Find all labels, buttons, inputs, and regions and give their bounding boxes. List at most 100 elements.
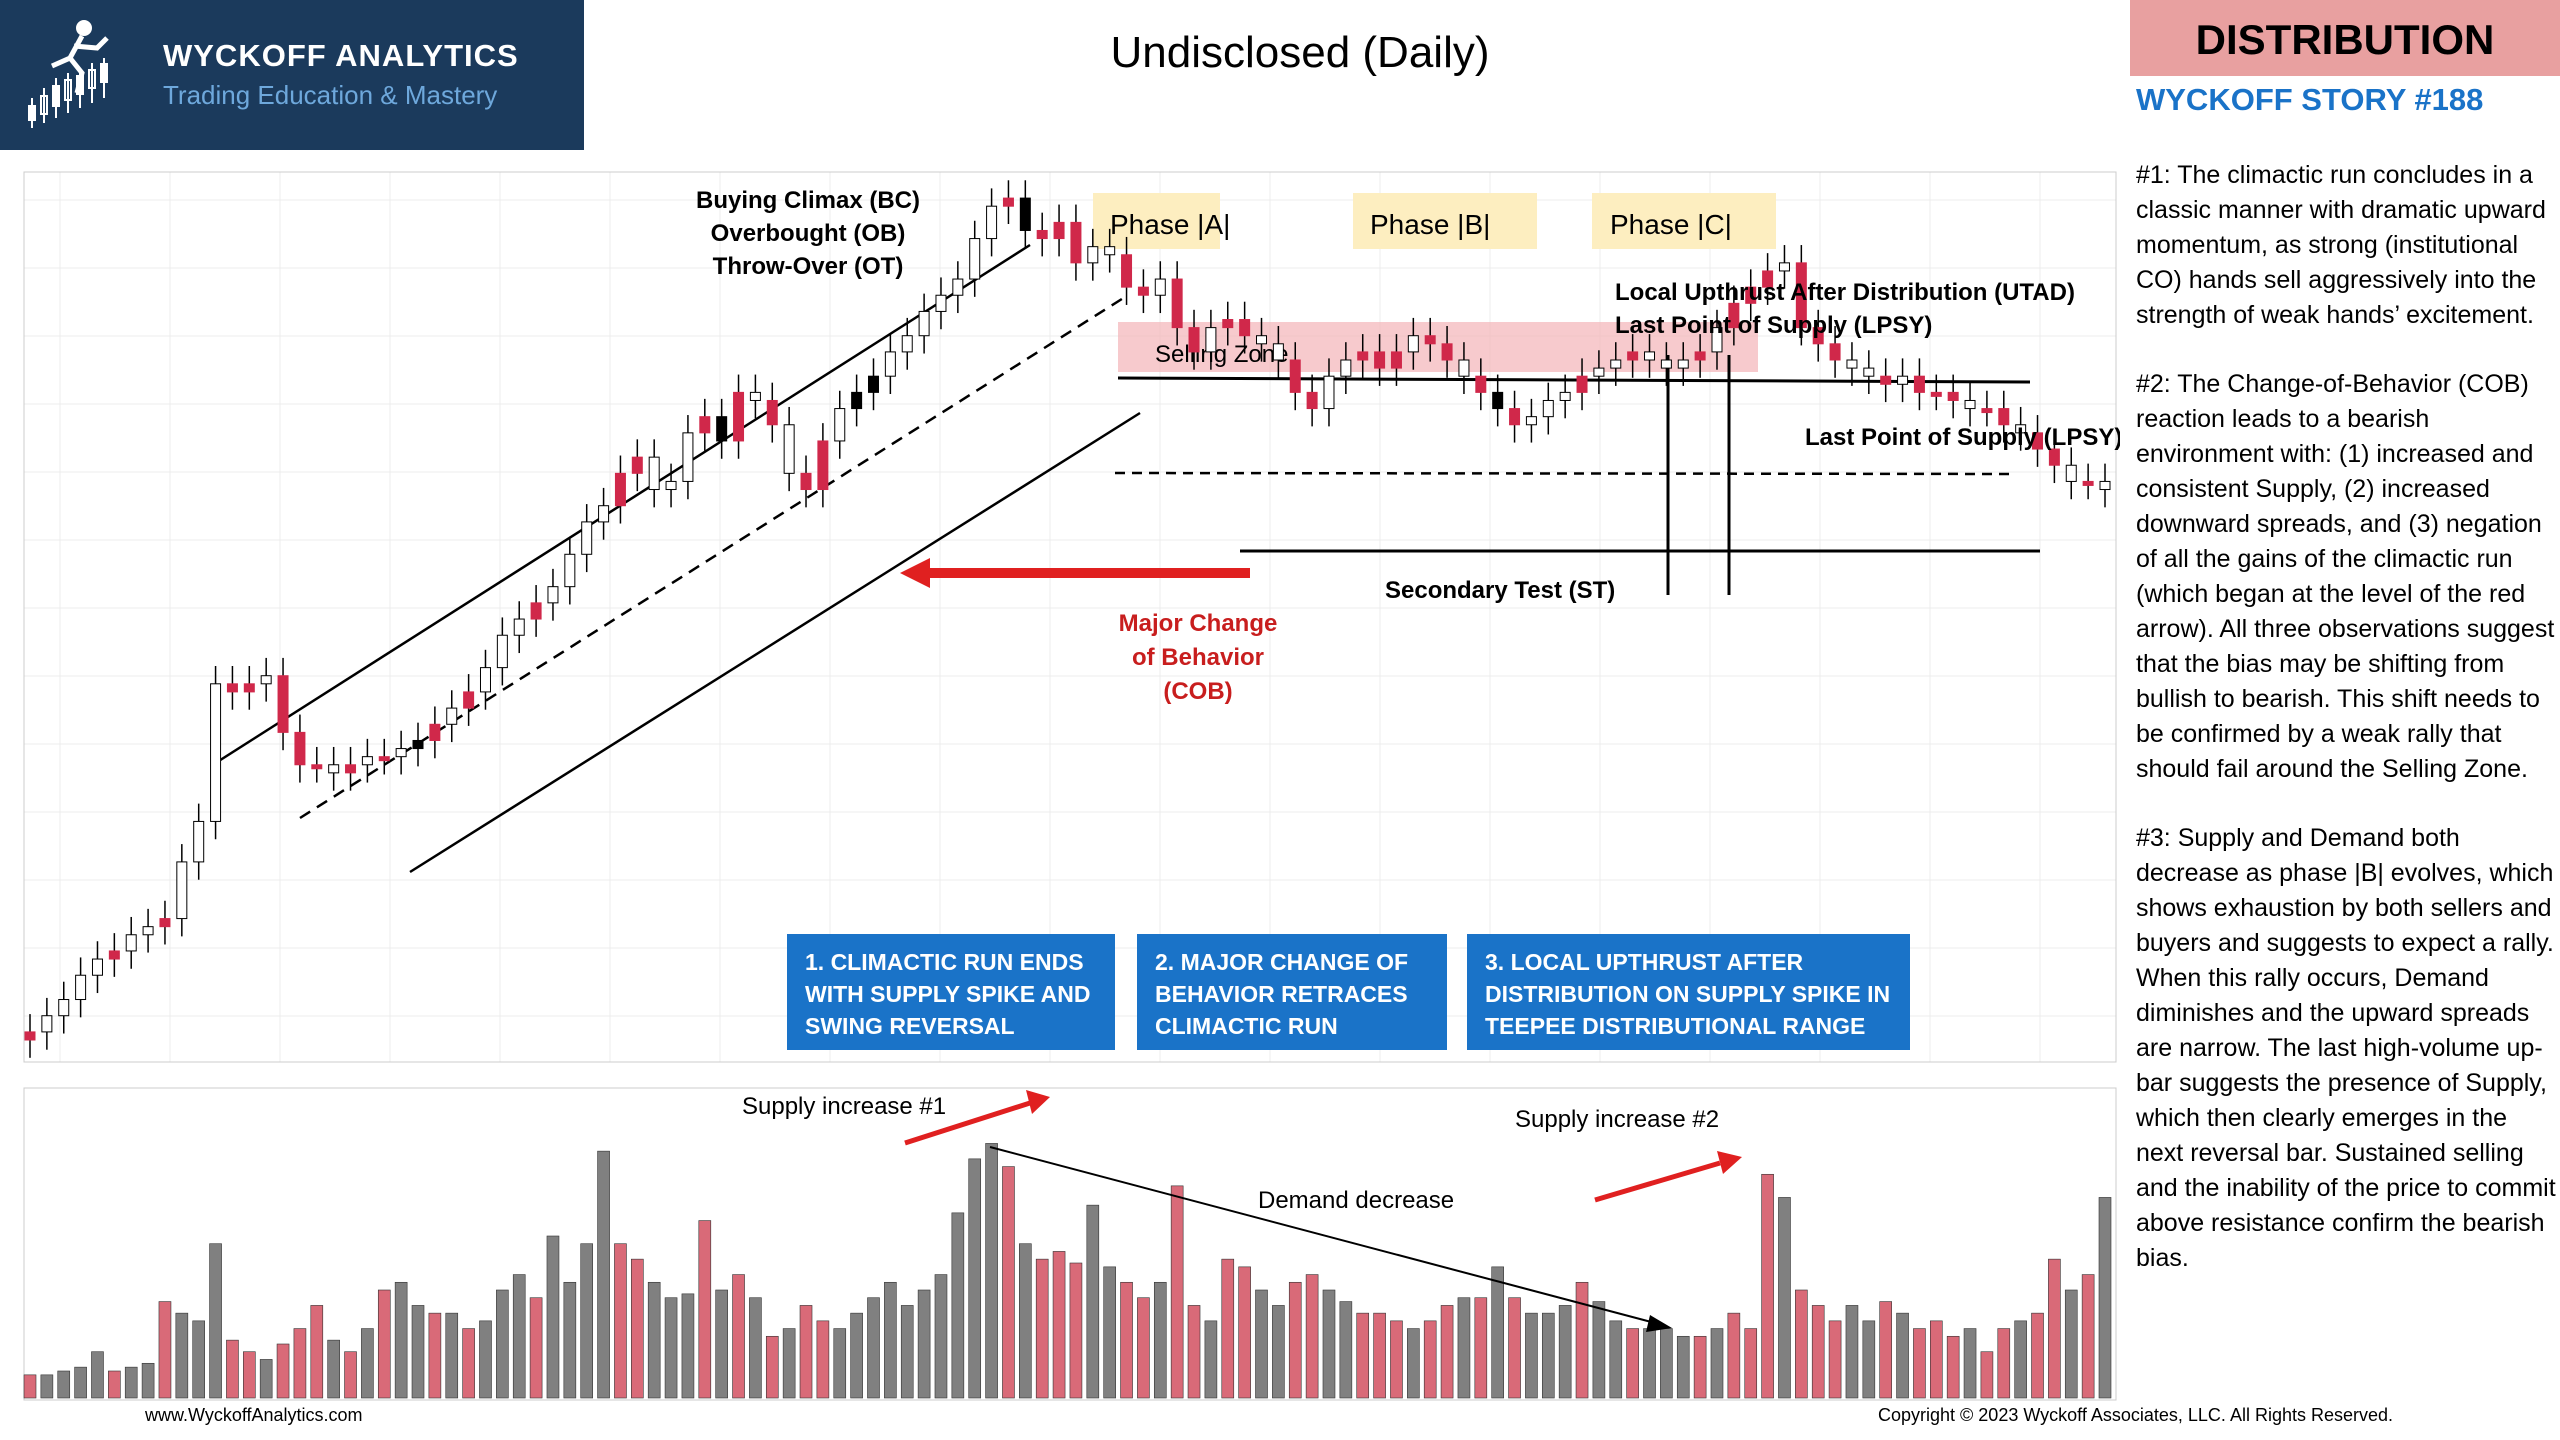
volume-bar bbox=[1761, 1173, 1774, 1399]
callout-1: 1. CLIMACTIC RUN ENDS WITH SUPPLY SPIKE … bbox=[787, 934, 1115, 1050]
commentary-paragraph-1: #1: The climactic run concludes in a cla… bbox=[2136, 161, 2546, 329]
candle-body bbox=[1036, 229, 1048, 240]
volume-bar bbox=[647, 1281, 661, 1399]
ob-label: Overbought (OB) bbox=[711, 220, 906, 247]
volume-bar bbox=[1474, 1297, 1488, 1399]
volume-bar bbox=[1626, 1328, 1639, 1399]
candle-body bbox=[429, 723, 441, 741]
volume-bar bbox=[1187, 1305, 1201, 1399]
volume-bars-group bbox=[23, 1143, 2112, 1399]
candle-body bbox=[1205, 327, 1217, 353]
candle-body bbox=[193, 820, 205, 863]
volume-bar bbox=[1744, 1328, 1758, 1399]
volume-bar bbox=[884, 1281, 897, 1399]
candle-body bbox=[648, 456, 660, 491]
candle-body bbox=[834, 408, 846, 442]
candle-body bbox=[2082, 480, 2094, 486]
candle-body bbox=[1289, 359, 1301, 393]
volume-bar bbox=[1575, 1281, 1589, 1399]
volume-bar bbox=[1356, 1312, 1370, 1399]
candle-body bbox=[125, 934, 137, 952]
candle-body bbox=[1357, 351, 1369, 361]
candle-body bbox=[682, 432, 694, 482]
candle-body bbox=[1846, 359, 1858, 369]
volume-bar bbox=[2014, 1320, 2027, 1399]
candle-body bbox=[1762, 270, 1774, 288]
candle-body bbox=[1677, 359, 1689, 369]
selling-zone-label: Selling Zone bbox=[1155, 341, 1288, 368]
candle-body bbox=[311, 764, 323, 770]
volume-bar bbox=[1407, 1328, 1420, 1399]
volume-bar bbox=[1103, 1266, 1116, 1399]
candle-body bbox=[1340, 359, 1352, 377]
volume-bar bbox=[124, 1366, 138, 1399]
footer-copyright: Copyright © 2023 Wyckoff Associates, LLC… bbox=[1878, 1405, 2394, 1425]
volume-bar bbox=[765, 1335, 779, 1399]
volume-bar bbox=[243, 1351, 256, 1399]
candle-body bbox=[986, 205, 998, 240]
volume-bar bbox=[664, 1297, 678, 1399]
volume-bar bbox=[934, 1274, 948, 1399]
candle-body bbox=[142, 926, 154, 936]
candle-body bbox=[2065, 464, 2077, 482]
volume-bar bbox=[496, 1289, 509, 1399]
volume-bar bbox=[1204, 1320, 1218, 1399]
volume-bar bbox=[698, 1220, 712, 1399]
volume-bar bbox=[141, 1362, 155, 1399]
volume-bar bbox=[361, 1328, 374, 1399]
volume-bar bbox=[1862, 1320, 1876, 1399]
volume-bar bbox=[344, 1351, 357, 1399]
volume-bar bbox=[192, 1320, 205, 1399]
volume-bar bbox=[1305, 1274, 1319, 1399]
candle-body bbox=[294, 731, 306, 766]
volume-bar bbox=[1170, 1185, 1184, 1399]
candle-body bbox=[1576, 375, 1588, 393]
volume-bar bbox=[108, 1370, 121, 1399]
supply-increase-1-label: Supply increase #1 bbox=[742, 1093, 946, 1120]
candle-body bbox=[1222, 319, 1234, 329]
volume-bar bbox=[732, 1274, 745, 1399]
candle-body bbox=[91, 958, 103, 976]
volume-bar bbox=[1811, 1305, 1825, 1399]
supply-increase-1-arrowhead bbox=[1026, 1090, 1050, 1114]
cob-label-line2: of Behavior bbox=[1132, 644, 1264, 671]
utad-label: Local Upthrust After Distribution (UTAD) bbox=[1615, 279, 2075, 306]
selling-zone-band bbox=[1118, 322, 1758, 372]
volume-bar bbox=[2064, 1289, 2078, 1399]
candle-body bbox=[1239, 319, 1251, 337]
candle-body bbox=[1272, 343, 1284, 361]
candle-body bbox=[1171, 278, 1183, 329]
candle-body bbox=[901, 335, 913, 353]
candle-body bbox=[159, 918, 171, 928]
candle-body bbox=[2015, 424, 2027, 434]
utad-lpsy-label: Last Point of Supply (LPSY) bbox=[1615, 312, 1932, 339]
candle-body bbox=[1930, 391, 1942, 397]
volume-bar bbox=[1795, 1289, 1808, 1399]
volume-bar bbox=[40, 1374, 54, 1399]
candle-body bbox=[530, 602, 542, 620]
volume-bar bbox=[614, 1243, 627, 1399]
volume-bar bbox=[1035, 1258, 1049, 1399]
volume-bar bbox=[1052, 1251, 1066, 1399]
candle-body bbox=[1947, 391, 1959, 401]
candle-body bbox=[1441, 343, 1453, 361]
volume-bar bbox=[2031, 1312, 2044, 1399]
candle-body bbox=[665, 480, 677, 491]
footer-website: www.WyckoffAnalytics.com bbox=[145, 1405, 363, 1425]
volume-bar bbox=[1946, 1335, 1960, 1399]
volume-bar bbox=[1120, 1281, 1133, 1399]
volume-bar bbox=[1592, 1301, 1606, 1399]
candle-body bbox=[1711, 327, 1723, 353]
candle-body bbox=[1795, 262, 1807, 329]
candle-body bbox=[1778, 262, 1790, 272]
phase-b-label: Phase |B| bbox=[1370, 209, 1490, 240]
resistance-line bbox=[1117, 376, 2031, 384]
candle-body bbox=[1087, 246, 1099, 264]
volume-bar bbox=[1845, 1305, 1859, 1399]
candle-body bbox=[1880, 375, 1892, 385]
volume-bar bbox=[74, 1366, 87, 1399]
lpsy-label: Last Point of Supply (LPSY) bbox=[1805, 424, 2120, 451]
range-midline bbox=[1114, 471, 2016, 476]
callout-3: 3. LOCAL UPTHRUST AFTER DISTRIBUTION ON … bbox=[1467, 934, 1910, 1050]
volume-bar bbox=[951, 1212, 965, 1399]
